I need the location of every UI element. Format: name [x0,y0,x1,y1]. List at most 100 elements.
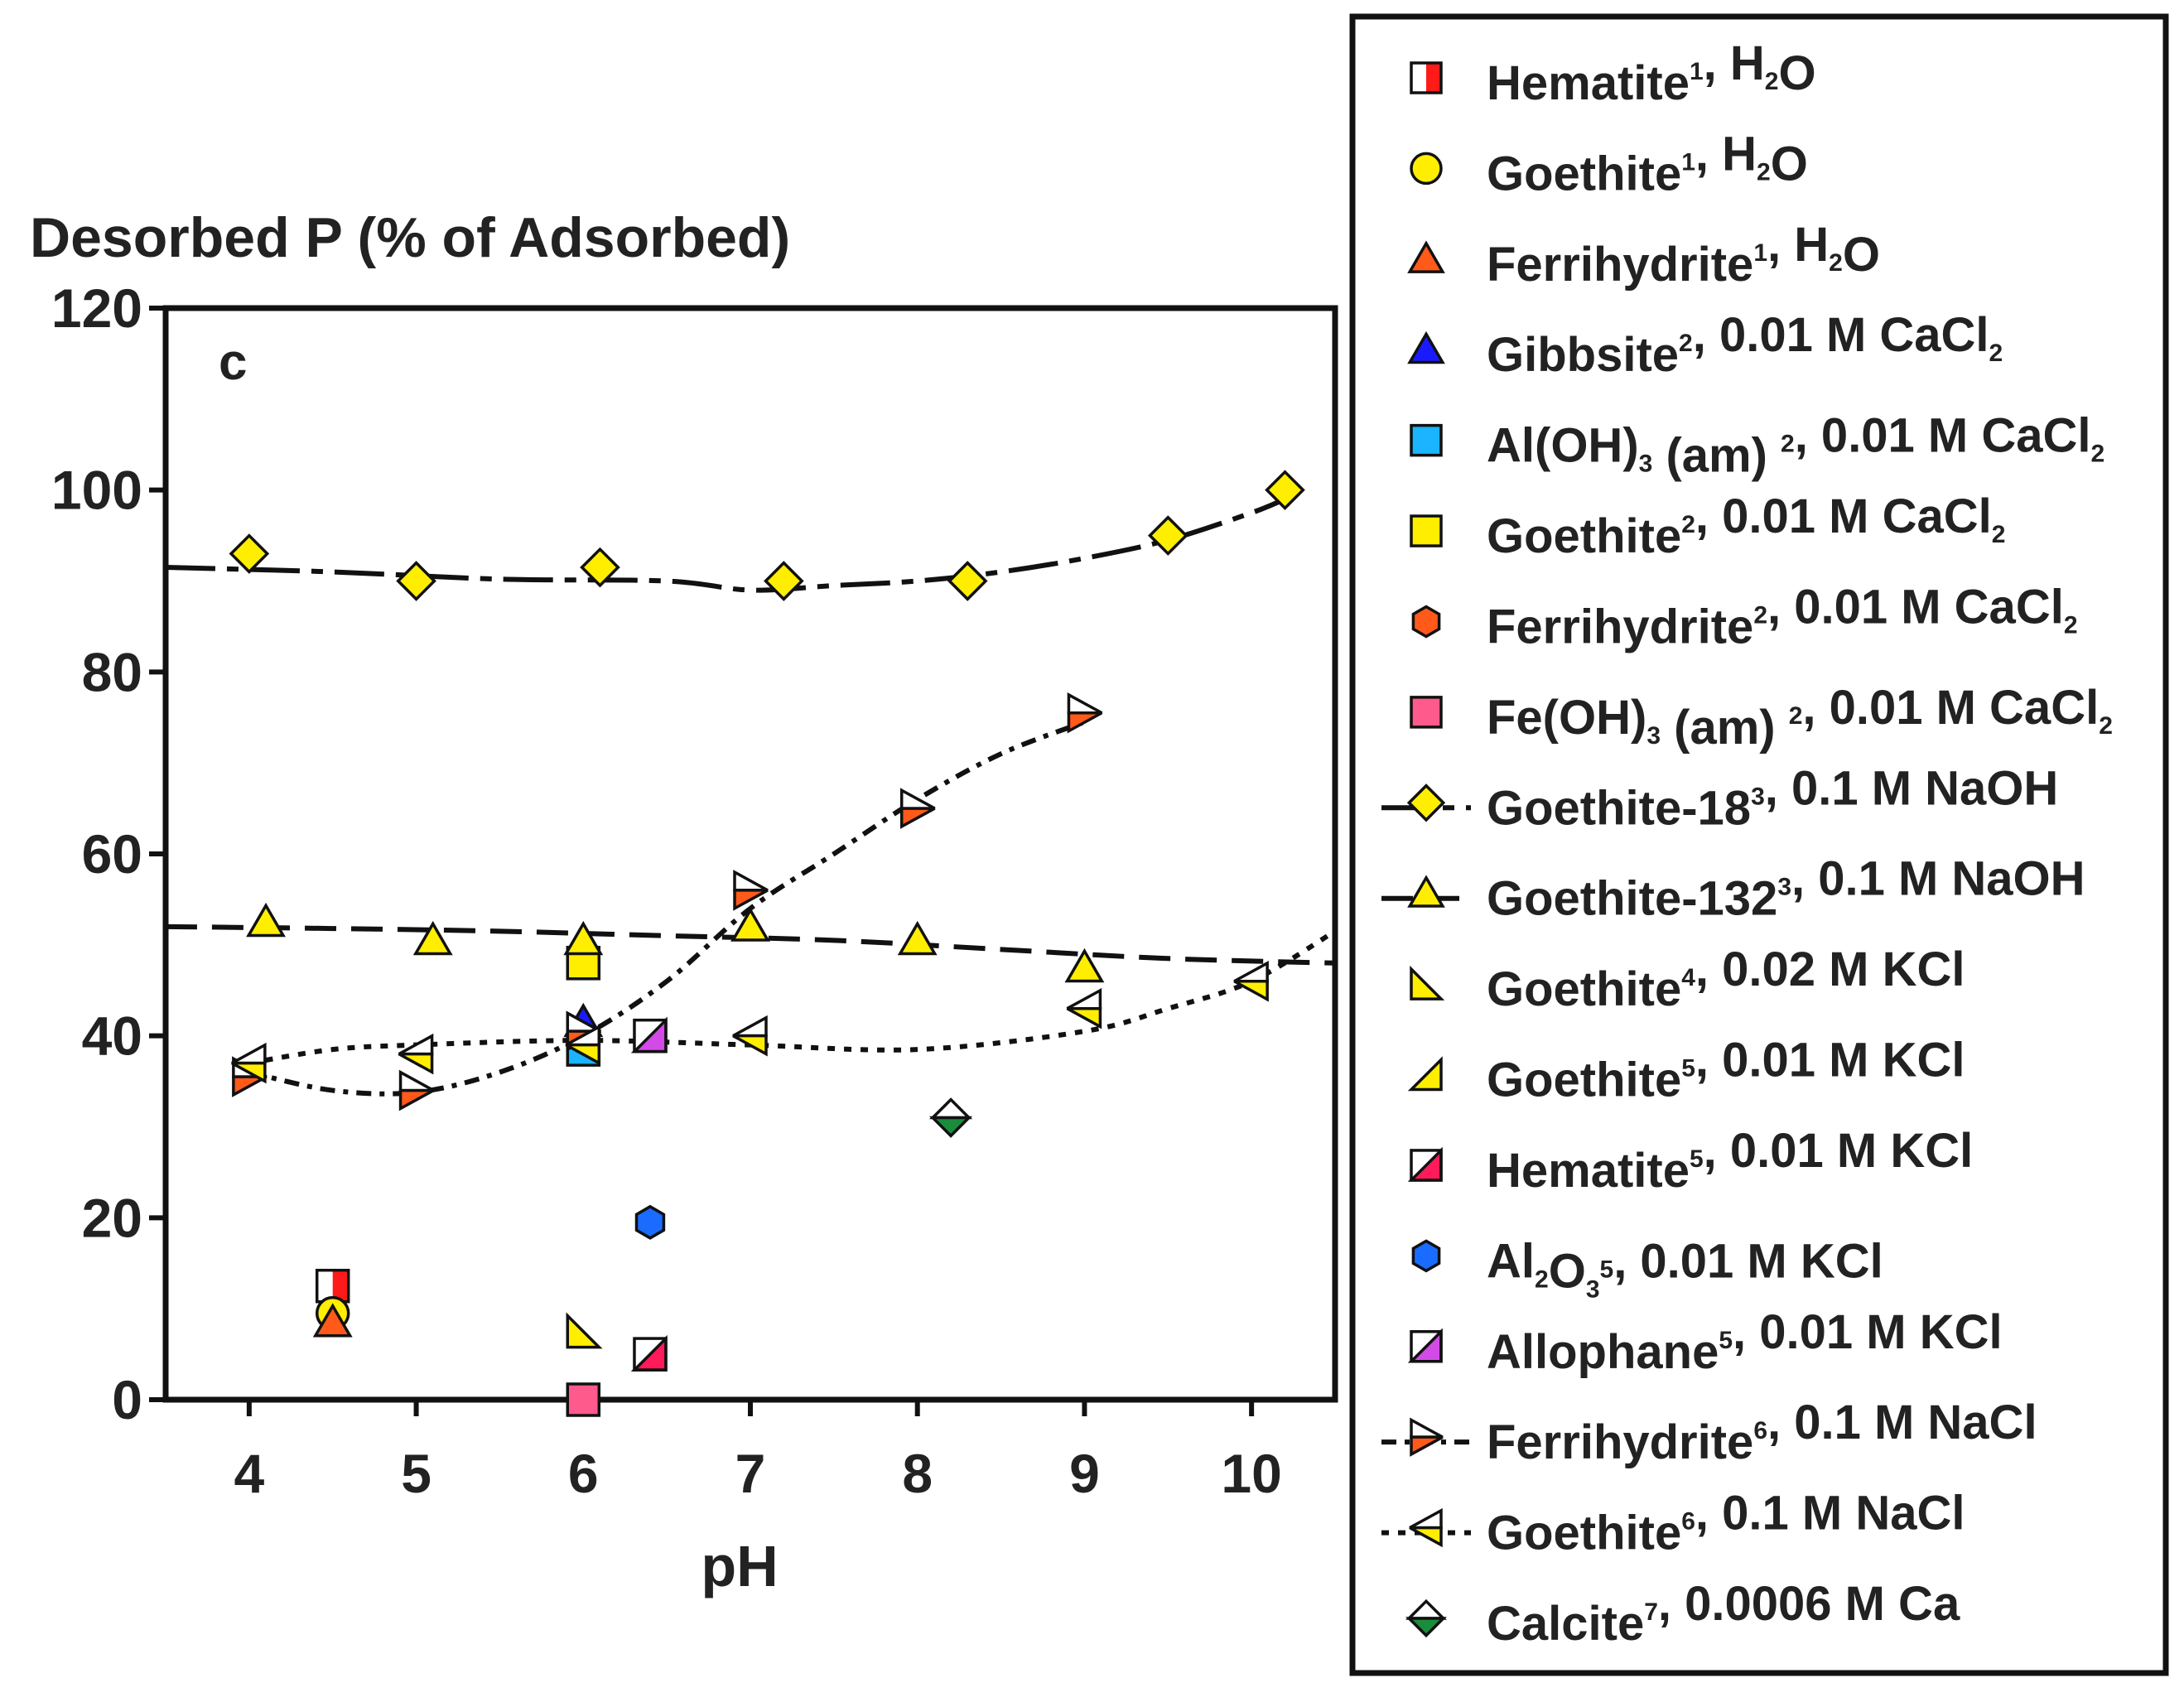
legend-item: Fe(OH)3 (am) 2, 0.01 M CaCl2 [1410,681,2113,755]
legend-label: Goethite-1323, 0.1 M NaOH [1487,852,2085,926]
data-point-series-17 [928,1097,973,1138]
legend-item: Hematite1, H2O [1410,36,1816,110]
legend-box [1349,13,2169,1676]
data-point-series-9 [563,920,604,956]
data-point-series-8 [947,561,988,601]
data-point-series-16 [1233,960,1269,1002]
trend-line-series-15 [248,719,1086,1097]
data-point-series-8 [580,547,620,588]
legend-item: Calcite7, 0.0006 M Ca [1405,1577,1960,1651]
legend-item: Goethite6, 0.1 M NaCl [1381,1487,1965,1560]
data-point-series-9 [412,920,453,956]
data-point-series-16 [565,1024,601,1066]
legend-marker [1407,1328,1443,1363]
data-point-series-8 [229,533,270,574]
legend-marker [1410,514,1443,547]
data-point-series-10 [566,1312,603,1349]
data-point-series-13 [634,1204,666,1240]
plot-frame [162,305,1338,1403]
panel-label: c [219,334,247,391]
legend-marker [1407,240,1445,273]
data-point-series-15 [899,788,936,829]
y-axis-label: Desorbed P (% of Adsorbed) [30,206,790,269]
data-point-series-15 [733,870,769,911]
data-point-series-8 [1265,470,1305,510]
data-point-series-9 [730,907,770,942]
legend-marker [1410,965,1445,1000]
legend-label: Fe(OH)3 (am) 2, 0.01 M CaCl2 [1487,681,2113,755]
data-point-series-8 [1147,515,1188,556]
legend-marker [1410,423,1443,457]
plot-area: 0 20 40 60 80 100 120 4 5 6 7 8 9 10 [51,277,1338,1504]
data-point-series-16 [732,1015,768,1057]
trend-line-series-16 [248,928,1335,1066]
y-tick-label: 60 [82,823,142,885]
data-point-series-8 [764,561,804,601]
x-axis-label: pH [701,1534,778,1598]
legend-label: Ferrihydrite1, H2O [1487,218,1880,292]
data-point-series-16 [398,1033,434,1075]
data-point-series-15 [1067,692,1103,734]
legend-item: Al(OH)3 (am) 2, 0.01 M CaCl2 [1410,409,2104,483]
x-tick-label: 8 [902,1443,933,1504]
legend-marker [1405,1598,1447,1638]
x-tick-label: 4 [234,1443,264,1504]
y-tick-label: 40 [82,1005,142,1067]
legend-item: Gibbsite2, 0.01 M CaCl2 [1407,308,2003,382]
data-point-series-15 [398,1069,435,1111]
legend-item: Goethite-183, 0.1 M NaOH [1381,761,2058,835]
legend-item: Goethite1, H2O [1410,127,1808,200]
x-tick-label: 5 [401,1443,431,1504]
legend-marker [1410,1417,1444,1457]
legend-marker [1407,875,1445,908]
legend-label: Goethite5, 0.01 M KCl [1487,1034,1965,1107]
data-point-series-14 [630,1016,668,1054]
y-tick-label: 120 [51,277,142,339]
legend-label: Goethite-183, 0.1 M NaOH [1487,761,2058,835]
y-tick-label: 80 [82,641,142,702]
data-point-series-9 [897,920,938,956]
legend-label: Gibbsite2, 0.01 M CaCl2 [1487,308,2003,382]
legend-item: Goethite2, 0.01 M CaCl2 [1410,489,2005,563]
legend-item: Goethite5, 0.01 M KCl [1407,1034,1965,1107]
legend-label: Al(OH)3 (am) 2, 0.01 M CaCl2 [1487,409,2104,483]
data-point-series-9 [246,902,286,938]
legend-item: Allophane5, 0.01 M KCl [1407,1305,2003,1379]
x-tick-label: 6 [568,1443,599,1504]
legend-marker [1410,152,1443,186]
legend-marker [1411,605,1441,639]
legend-label: Calcite7, 0.0006 M Ca [1487,1577,1960,1651]
legend-item: Ferrihydrite1, H2O [1407,218,1880,292]
legend-item: Goethite-1323, 0.1 M NaOH [1381,852,2085,926]
data-point-series-9 [1064,947,1105,983]
data-point-series-12 [630,1334,668,1372]
legend-marker [1411,1239,1441,1273]
legend-label: Goethite4, 0.02 M KCl [1487,943,1965,1016]
legend-marker [1407,1146,1443,1182]
legend-label: Hematite1, H2O [1487,36,1816,110]
x-tick-label: 10 [1221,1443,1281,1504]
legend-label: Goethite6, 0.1 M NaCl [1487,1487,1965,1560]
legend-label: Hematite5, 0.01 M KCl [1487,1124,1973,1198]
x-tick-label: 7 [735,1443,766,1504]
legend-marker [1410,61,1443,94]
data-point-series-2 [312,1303,353,1338]
legend-item: Ferrihydrite6, 0.1 M NaCl [1381,1396,2037,1469]
legend-label: Ferrihydrite2, 0.01 M CaCl2 [1487,580,2078,653]
legend-marker [1406,783,1446,822]
trend-line-series-8 [166,496,1286,593]
legend-item: Ferrihydrite2, 0.01 M CaCl2 [1411,580,2078,653]
legend-label: Goethite2, 0.01 M CaCl2 [1487,489,2005,563]
y-tick-label: 0 [112,1369,142,1430]
y-tick-label: 20 [82,1187,142,1248]
legend-item: Hematite5, 0.01 M KCl [1407,1124,1973,1198]
legend-marker [1407,330,1445,364]
data-point-series-16 [1066,987,1102,1029]
legend-marker [1407,1056,1443,1092]
legend-label: Allophane5, 0.01 M KCl [1487,1305,2003,1379]
data-point-series-7 [566,1382,601,1417]
legend-item: Al2O35, 0.01 M KCl [1411,1234,1883,1303]
legend-item: Goethite4, 0.02 M KCl [1410,943,1965,1016]
legend-label: Al2O35, 0.01 M KCl [1487,1234,1883,1303]
y-tick-label: 100 [51,460,142,521]
